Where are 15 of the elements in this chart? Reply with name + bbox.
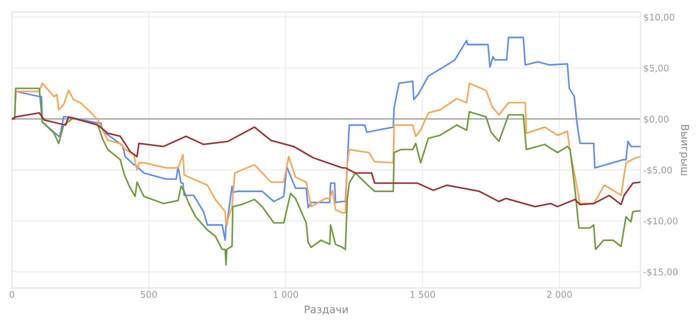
- x-tick-label: 0: [10, 291, 14, 298]
- y-tick-label: $10,00: [644, 14, 674, 22]
- x-tick-label: 1 000: [274, 291, 298, 298]
- line-series: [12, 112, 640, 208]
- y-tick-label: $5,00: [644, 64, 669, 73]
- line-series: [12, 88, 640, 266]
- y-tick-label: -$10,00: [644, 217, 678, 226]
- x-axis-title: Раздачи: [304, 306, 348, 315]
- y-tick-label: -$15,00: [644, 268, 678, 277]
- x-tick-label: 500: [140, 291, 157, 298]
- x-tick-label: 2 000: [547, 291, 572, 298]
- y-tick-label: -$5,00: [644, 166, 672, 175]
- y-tick-label: $0,00: [644, 116, 669, 124]
- y-axis-title: Выигрыш: [679, 125, 689, 176]
- x-tick-label: 1 500: [410, 291, 435, 298]
